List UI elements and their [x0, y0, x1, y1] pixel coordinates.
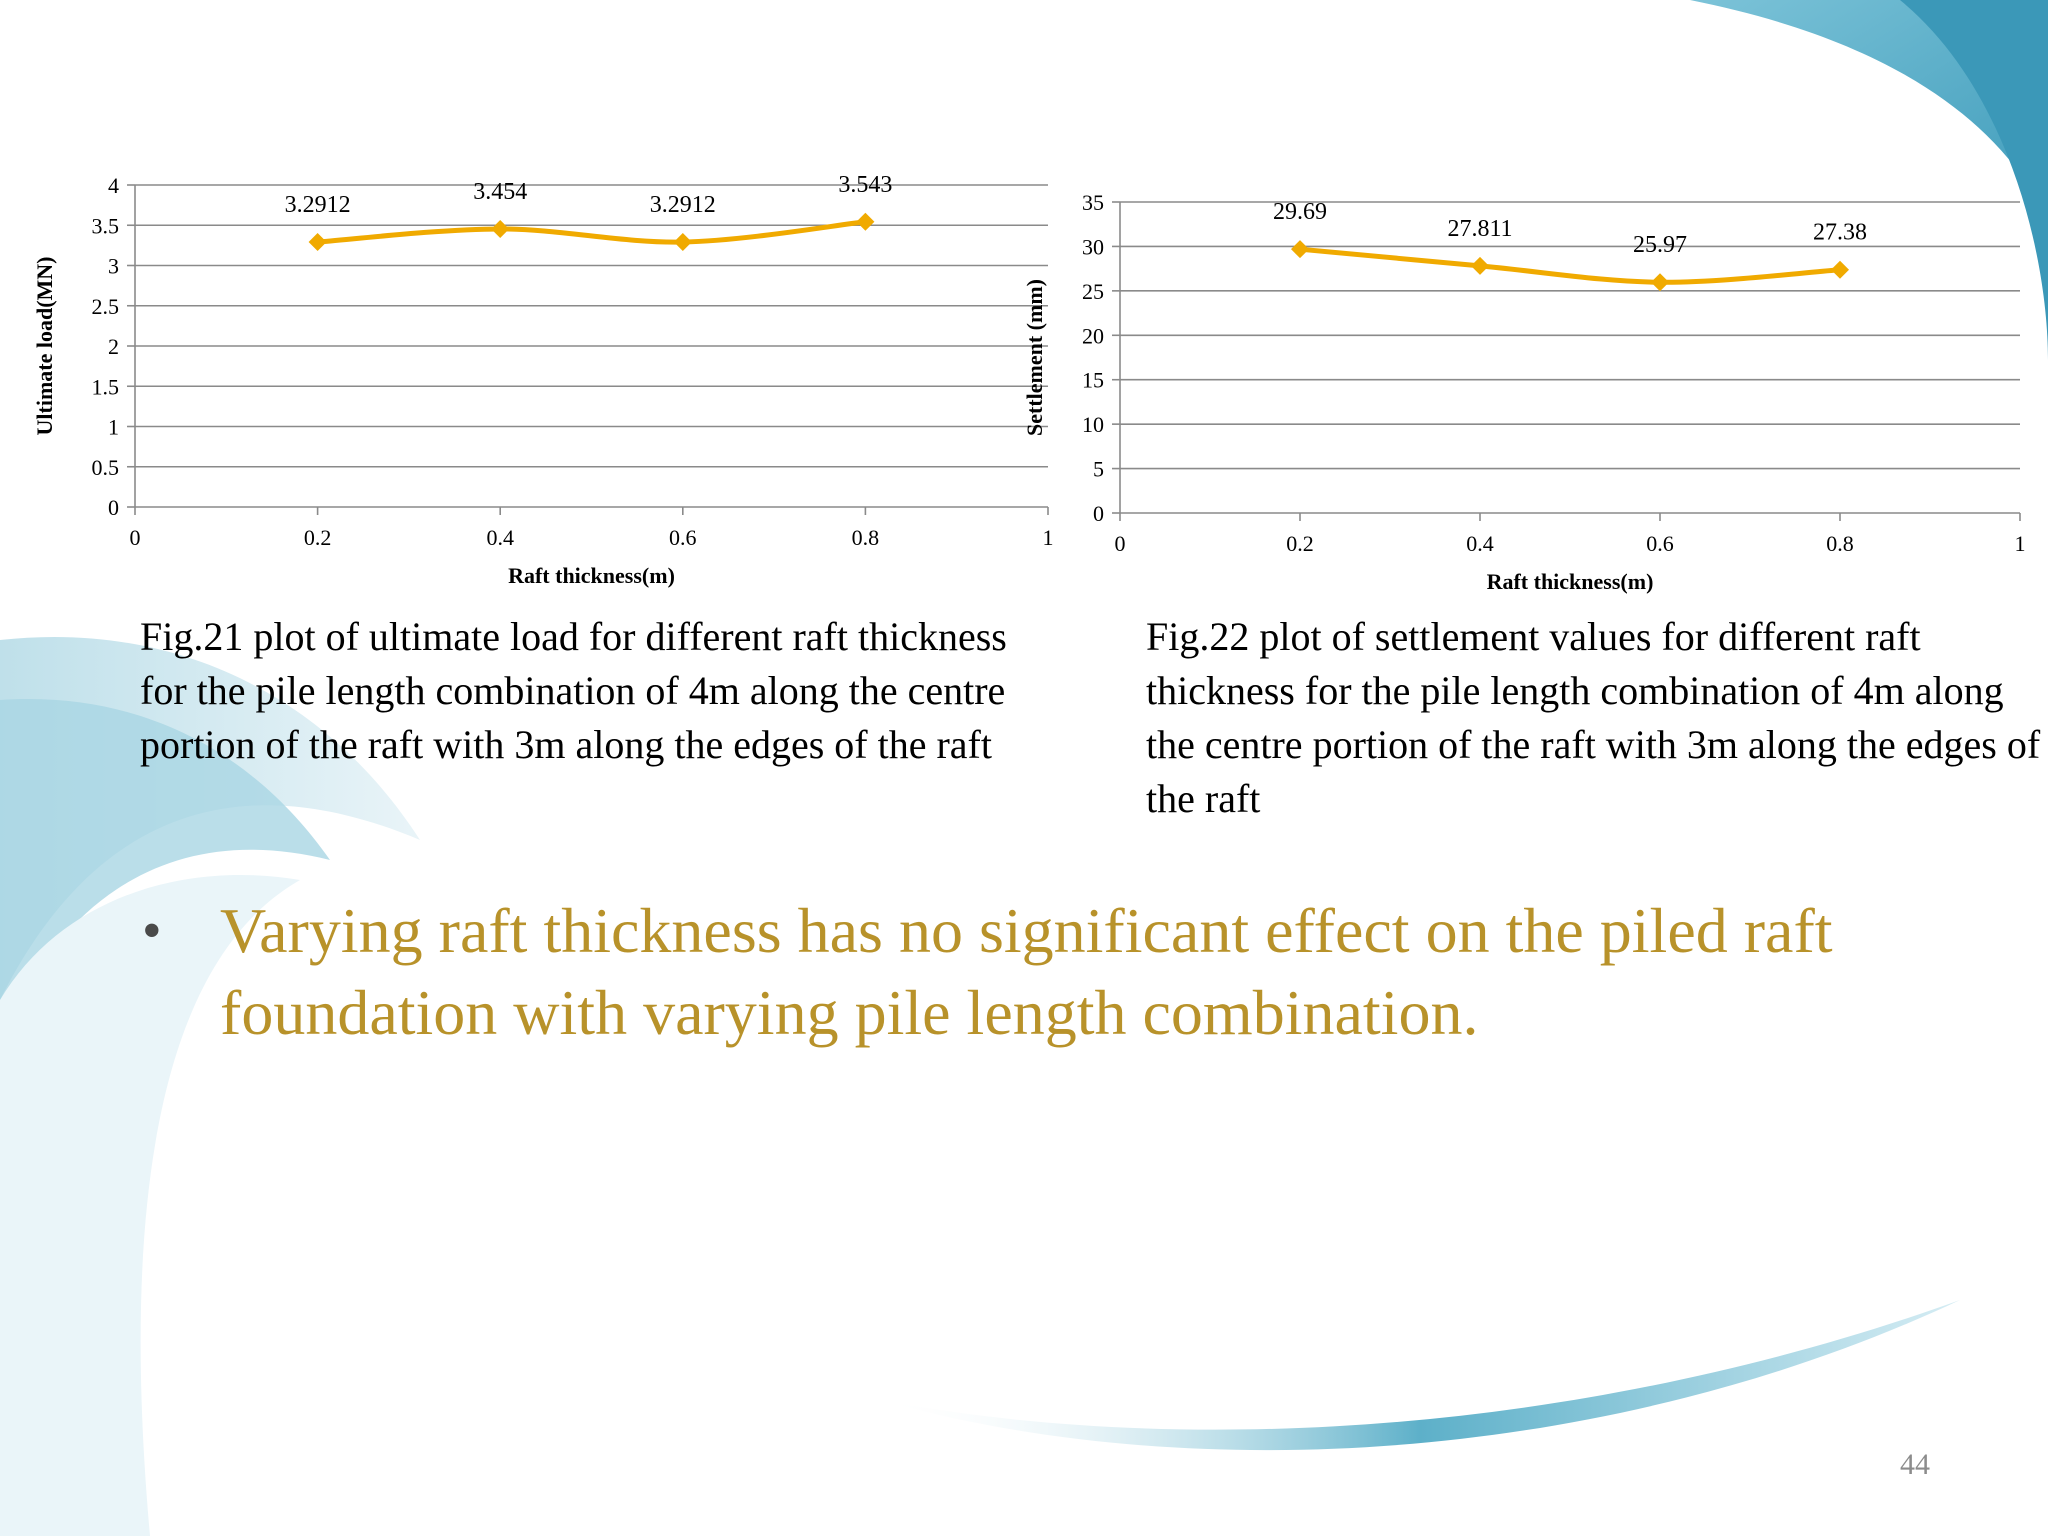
- y-tick-label: 2: [108, 334, 119, 359]
- y-tick-label: 5: [1093, 457, 1104, 482]
- x-tick-label: 0.8: [852, 525, 880, 550]
- x-tick-label: 0: [1115, 531, 1126, 556]
- bullet-marker-icon: •: [142, 900, 162, 962]
- y-tick-label: 10: [1082, 412, 1104, 437]
- data-label: 3.454: [473, 179, 527, 205]
- x-tick-label: 0: [130, 525, 141, 550]
- y-tick-label: 0: [1093, 501, 1104, 526]
- data-label: 3.2912: [285, 192, 351, 218]
- data-point-marker: [856, 212, 875, 231]
- y-tick-label: 2.5: [92, 294, 120, 319]
- x-tick-label: 0.6: [669, 525, 697, 550]
- data-point-marker: [308, 233, 327, 252]
- settlement-chart: 0 5 10 15 20 25 30 35 0 0.2 0.4 0.6 0.8 1 Raft thickne…: [1022, 190, 2026, 594]
- data-point-marker: [491, 219, 510, 238]
- x-tick-label: 0.2: [304, 525, 332, 550]
- data-point-marker: [1651, 273, 1669, 292]
- data-label: 29.69: [1273, 199, 1327, 225]
- data-label: 27.811: [1447, 216, 1512, 242]
- left-swoosh-blue: [0, 699, 330, 1040]
- page-number: 44: [1900, 1448, 1930, 1481]
- y-tick-label: 4: [108, 173, 119, 198]
- x-tick-label: 1: [2015, 531, 2026, 556]
- figure-22-caption: Fig.22 plot of settlement values for dif…: [1146, 614, 2041, 821]
- y-tick-label: 20: [1082, 323, 1104, 348]
- data-point-marker: [1291, 240, 1309, 259]
- y-axis-label: Settlement (mm): [1022, 279, 1047, 436]
- y-tick-label: 0: [108, 495, 119, 520]
- data-label: 3.543: [838, 172, 892, 198]
- ultimate-load-chart: 0 0.5 1 1.5 2 2.5 3 3.5 4 0 0.2 0.4 0.6 0.8 1 Raft thic…: [32, 172, 1054, 588]
- y-axis-label: Ultimate load(MN): [32, 256, 57, 435]
- x-tick-label: 0.4: [1466, 531, 1494, 556]
- y-tick-label: 30: [1082, 234, 1104, 259]
- left-swoosh-faint: [0, 875, 300, 1536]
- x-tick-label: 0.4: [486, 525, 514, 550]
- data-label: 25.97: [1633, 232, 1687, 258]
- y-tick-label: 3.5: [92, 213, 120, 238]
- x-tick-label: 0.8: [1826, 531, 1854, 556]
- series-line: [317, 219, 866, 245]
- conclusion-text: Varying raft thickness has no significan…: [220, 895, 1833, 1048]
- data-label: 27.38: [1813, 220, 1867, 246]
- y-tick-label: 3: [108, 254, 119, 279]
- conclusion-bullet: • Varying raft thickness has no signific…: [140, 890, 2000, 1054]
- y-tick-label: 25: [1082, 279, 1104, 304]
- y-tick-label: 0.5: [92, 455, 120, 480]
- x-tick-label: 0.6: [1646, 531, 1674, 556]
- x-tick-label: 0.2: [1286, 531, 1314, 556]
- figure-21-caption: Fig.21 plot of ultimate load for differe…: [140, 614, 1007, 767]
- data-point-marker: [673, 233, 692, 252]
- data-point-marker: [1831, 260, 1849, 279]
- data-point-marker: [1471, 256, 1489, 275]
- y-tick-label: 15: [1082, 368, 1104, 393]
- right-edge-swoosh: [1900, 0, 2048, 360]
- x-axis-label: Raft thickness(m): [1487, 569, 1654, 594]
- data-label: 3.2912: [650, 192, 716, 218]
- series-line: [1299, 246, 1841, 285]
- y-tick-label: 1.5: [92, 374, 120, 399]
- x-tick-label: 1: [1043, 525, 1054, 550]
- bottom-swoosh: [880, 1300, 1960, 1451]
- x-axis-label: Raft thickness(m): [508, 563, 675, 588]
- y-tick-label: 35: [1082, 190, 1104, 215]
- y-tick-label: 1: [108, 415, 119, 440]
